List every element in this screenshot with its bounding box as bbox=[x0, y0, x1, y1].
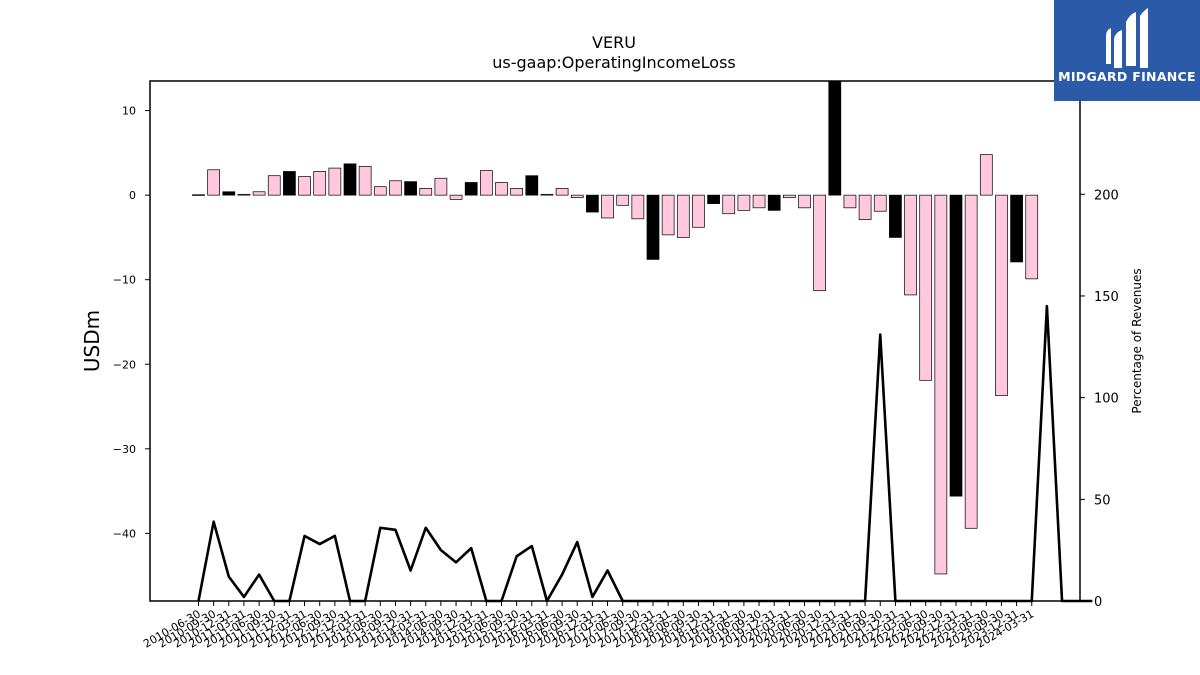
logo-text: MIDGARD FINANCE bbox=[1058, 69, 1196, 84]
bar-2022-09-30 bbox=[934, 194, 948, 575]
bar-2019-12-31 bbox=[767, 194, 781, 211]
bar-2011-03-31 bbox=[237, 193, 251, 196]
bar-2013-09-30 bbox=[389, 180, 402, 196]
bar-2012-09-30 bbox=[328, 167, 342, 196]
bar-2022-06-30 bbox=[919, 194, 933, 381]
bar-2013-03-31 bbox=[358, 166, 372, 196]
bar-2012-12-31 bbox=[343, 163, 357, 196]
bar-2012-06-30 bbox=[313, 171, 327, 196]
bar-2017-03-31 bbox=[601, 194, 614, 219]
bar-2020-06-30 bbox=[798, 194, 811, 209]
bar-2020-12-31 bbox=[828, 80, 842, 196]
y2-tick-label: 50 bbox=[1094, 493, 1111, 508]
y-tick-label: 10 bbox=[122, 105, 136, 118]
bar-2021-09-30 bbox=[873, 194, 887, 212]
bar-2018-06-30 bbox=[676, 194, 690, 238]
bar-2016-12-31 bbox=[586, 194, 599, 213]
y-tick-label: −30 bbox=[113, 443, 136, 456]
bar-2017-06-30 bbox=[616, 194, 630, 206]
y2-tick-label: 100 bbox=[1094, 392, 1119, 407]
bar-2015-12-31 bbox=[525, 175, 539, 196]
bar-2019-03-31 bbox=[722, 194, 736, 215]
bar-2022-12-31 bbox=[949, 194, 963, 497]
bar-2023-03-31 bbox=[964, 194, 978, 529]
bar-2013-12-31 bbox=[404, 181, 417, 196]
y-tick-label: −20 bbox=[113, 358, 136, 371]
bar-2010-06-30 bbox=[192, 194, 205, 196]
y-tick-label: −40 bbox=[113, 527, 136, 540]
bar-2020-09-30 bbox=[813, 194, 827, 292]
bar-2024-03-31 bbox=[1025, 194, 1039, 280]
bar-2010-12-31 bbox=[222, 191, 236, 196]
bar-2019-06-30 bbox=[737, 194, 751, 211]
bar-2021-06-30 bbox=[858, 194, 872, 221]
bar-2014-06-30 bbox=[434, 177, 448, 196]
bar-2023-12-31 bbox=[1010, 194, 1023, 263]
bar-2017-09-30 bbox=[631, 194, 645, 220]
bar-2022-03-31 bbox=[904, 194, 917, 296]
bar-2019-09-30 bbox=[752, 194, 766, 209]
bar-2015-09-30 bbox=[510, 188, 523, 196]
chart-title: VERU bbox=[592, 33, 636, 52]
y2-tick-label: 0 bbox=[1094, 595, 1102, 610]
bar-2011-06-30 bbox=[252, 191, 266, 196]
y2-tick-label: 200 bbox=[1094, 188, 1119, 203]
y-tick-label: −10 bbox=[113, 274, 136, 287]
bar-2014-09-30 bbox=[449, 194, 463, 200]
bar-2016-03-31 bbox=[540, 193, 554, 196]
bar-2018-12-31 bbox=[707, 194, 720, 204]
bar-2021-12-31 bbox=[889, 194, 902, 238]
bar-2012-03-31 bbox=[298, 176, 311, 196]
y-tick-label: 0 bbox=[129, 189, 136, 202]
y2-tick-label: 150 bbox=[1094, 290, 1119, 305]
bar-2010-09-30 bbox=[207, 169, 220, 196]
bar-2011-09-30 bbox=[267, 175, 281, 196]
bar-2021-03-31 bbox=[843, 194, 857, 209]
bar-2020-03-31 bbox=[782, 194, 796, 199]
bar-2018-09-30 bbox=[692, 194, 705, 228]
bar-2016-06-30 bbox=[555, 188, 569, 196]
y-axis-label: USDm bbox=[80, 310, 104, 372]
bar-2023-09-30 bbox=[995, 194, 1008, 396]
midgard-finance-logo: MIDGARD FINANCE bbox=[1054, 0, 1200, 101]
bar-2016-09-30 bbox=[570, 194, 584, 199]
bar-2015-06-30 bbox=[495, 182, 508, 196]
y2-axis-label: Percentage of Revenues bbox=[1130, 268, 1144, 413]
bar-2014-12-31 bbox=[464, 182, 478, 196]
bar-2014-03-31 bbox=[419, 188, 433, 196]
bar-2015-03-31 bbox=[480, 170, 493, 196]
bar-2013-06-30 bbox=[373, 186, 387, 196]
plot-frame bbox=[149, 80, 1081, 602]
midgard-logo-icon bbox=[1106, 8, 1148, 68]
chart-subtitle: us-gaap:OperatingIncomeLoss bbox=[492, 53, 736, 72]
bar-2023-06-30 bbox=[979, 154, 993, 196]
bar-2018-03-31 bbox=[661, 194, 675, 236]
bar-2011-12-31 bbox=[283, 171, 296, 196]
bar-2017-12-31 bbox=[646, 194, 660, 260]
